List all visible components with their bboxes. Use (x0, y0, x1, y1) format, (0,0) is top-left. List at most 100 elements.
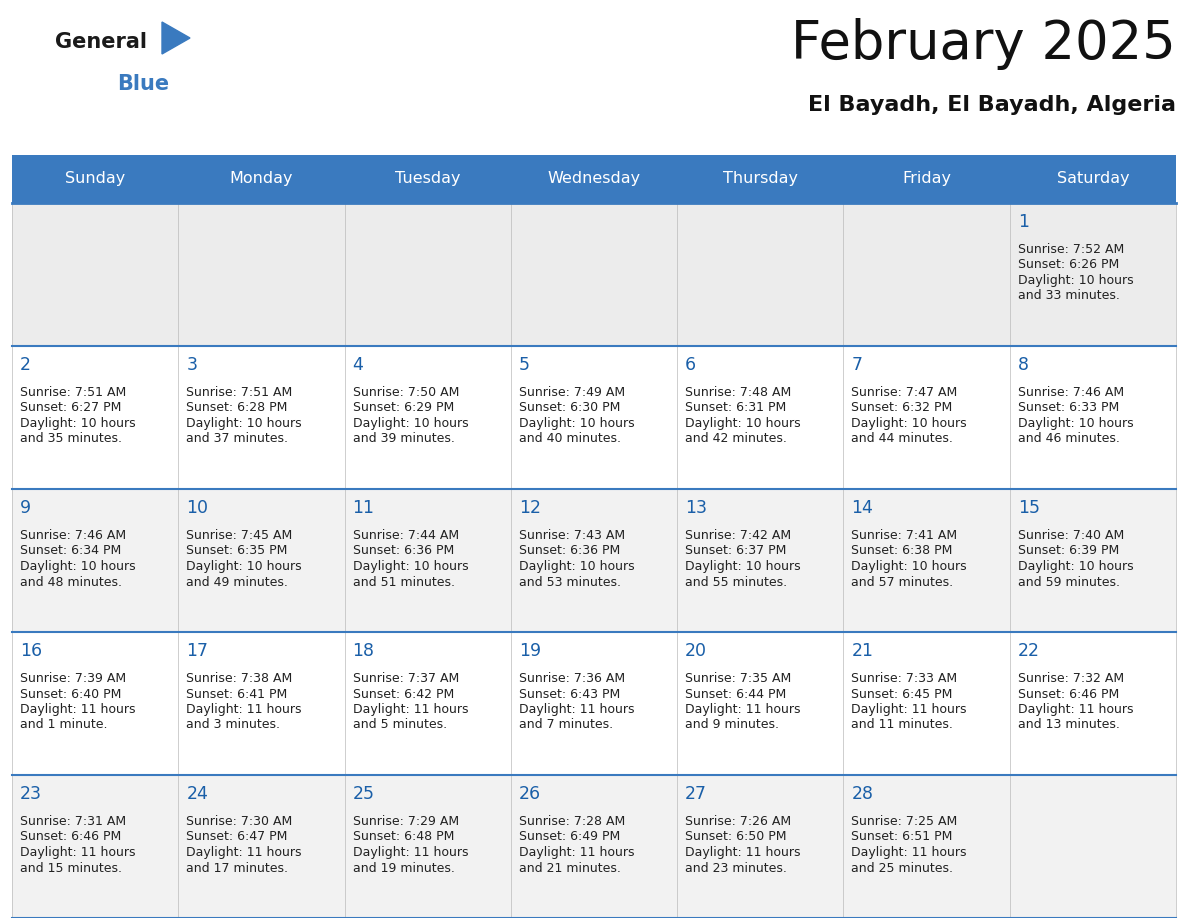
Text: Sunset: 6:47 PM: Sunset: 6:47 PM (187, 831, 287, 844)
Text: Sunrise: 7:46 AM: Sunrise: 7:46 AM (1018, 386, 1124, 399)
Text: Saturday: Saturday (1056, 172, 1129, 186)
Text: and 46 minutes.: and 46 minutes. (1018, 432, 1119, 445)
Text: Sunset: 6:36 PM: Sunset: 6:36 PM (519, 544, 620, 557)
Text: Tuesday: Tuesday (394, 172, 461, 186)
Text: 7: 7 (852, 356, 862, 374)
Text: 24: 24 (187, 785, 208, 803)
Text: 17: 17 (187, 642, 208, 660)
Text: 18: 18 (353, 642, 374, 660)
Text: 6: 6 (685, 356, 696, 374)
Text: 19: 19 (519, 642, 541, 660)
Text: Daylight: 11 hours: Daylight: 11 hours (20, 703, 135, 716)
Text: Sunset: 6:38 PM: Sunset: 6:38 PM (852, 544, 953, 557)
Text: Sunset: 6:29 PM: Sunset: 6:29 PM (353, 401, 454, 415)
Text: General: General (55, 32, 147, 52)
Text: and 53 minutes.: and 53 minutes. (519, 576, 621, 588)
Text: Sunrise: 7:26 AM: Sunrise: 7:26 AM (685, 815, 791, 828)
Text: Daylight: 10 hours: Daylight: 10 hours (685, 417, 801, 430)
Text: and 11 minutes.: and 11 minutes. (852, 719, 953, 732)
Text: and 15 minutes.: and 15 minutes. (20, 861, 122, 875)
Text: Daylight: 11 hours: Daylight: 11 hours (685, 846, 801, 859)
Text: and 1 minute.: and 1 minute. (20, 719, 107, 732)
Text: Sunset: 6:28 PM: Sunset: 6:28 PM (187, 401, 287, 415)
Text: Sunrise: 7:37 AM: Sunrise: 7:37 AM (353, 672, 459, 685)
Text: and 5 minutes.: and 5 minutes. (353, 719, 447, 732)
Text: 28: 28 (852, 785, 873, 803)
Text: and 3 minutes.: and 3 minutes. (187, 719, 280, 732)
Text: and 40 minutes.: and 40 minutes. (519, 432, 621, 445)
Text: and 37 minutes.: and 37 minutes. (187, 432, 289, 445)
Text: 26: 26 (519, 785, 541, 803)
Text: Sunset: 6:39 PM: Sunset: 6:39 PM (1018, 544, 1119, 557)
Text: 2: 2 (20, 356, 31, 374)
Text: Daylight: 10 hours: Daylight: 10 hours (20, 560, 135, 573)
Text: 4: 4 (353, 356, 364, 374)
Text: and 42 minutes.: and 42 minutes. (685, 432, 786, 445)
Text: Sunset: 6:31 PM: Sunset: 6:31 PM (685, 401, 786, 415)
Text: Sunrise: 7:48 AM: Sunrise: 7:48 AM (685, 386, 791, 399)
Text: Sunset: 6:44 PM: Sunset: 6:44 PM (685, 688, 786, 700)
Text: Daylight: 11 hours: Daylight: 11 hours (852, 703, 967, 716)
Text: Wednesday: Wednesday (548, 172, 640, 186)
Text: Sunset: 6:50 PM: Sunset: 6:50 PM (685, 831, 786, 844)
Text: Sunrise: 7:28 AM: Sunrise: 7:28 AM (519, 815, 625, 828)
Text: Sunset: 6:48 PM: Sunset: 6:48 PM (353, 831, 454, 844)
Text: Sunrise: 7:42 AM: Sunrise: 7:42 AM (685, 529, 791, 542)
Text: 20: 20 (685, 642, 707, 660)
Text: Daylight: 11 hours: Daylight: 11 hours (1018, 703, 1133, 716)
Text: Daylight: 10 hours: Daylight: 10 hours (353, 417, 468, 430)
Text: Sunset: 6:36 PM: Sunset: 6:36 PM (353, 544, 454, 557)
Text: 21: 21 (852, 642, 873, 660)
Text: Sunset: 6:30 PM: Sunset: 6:30 PM (519, 401, 620, 415)
Text: Sunrise: 7:38 AM: Sunrise: 7:38 AM (187, 672, 292, 685)
Text: Sunrise: 7:41 AM: Sunrise: 7:41 AM (852, 529, 958, 542)
Text: Friday: Friday (902, 172, 952, 186)
Text: and 9 minutes.: and 9 minutes. (685, 719, 779, 732)
Text: Daylight: 10 hours: Daylight: 10 hours (187, 560, 302, 573)
Text: Monday: Monday (229, 172, 293, 186)
Text: Sunset: 6:42 PM: Sunset: 6:42 PM (353, 688, 454, 700)
Text: Sunset: 6:27 PM: Sunset: 6:27 PM (20, 401, 121, 415)
Text: Thursday: Thursday (722, 172, 798, 186)
Text: Sunrise: 7:49 AM: Sunrise: 7:49 AM (519, 386, 625, 399)
Text: Sunset: 6:33 PM: Sunset: 6:33 PM (1018, 401, 1119, 415)
Bar (12, 775, 1176, 918)
Text: Daylight: 10 hours: Daylight: 10 hours (685, 560, 801, 573)
Bar (12, 155, 1176, 203)
Text: Sunrise: 7:33 AM: Sunrise: 7:33 AM (852, 672, 958, 685)
Text: and 49 minutes.: and 49 minutes. (187, 576, 289, 588)
Text: Daylight: 11 hours: Daylight: 11 hours (685, 703, 801, 716)
Text: Sunrise: 7:35 AM: Sunrise: 7:35 AM (685, 672, 791, 685)
Text: February 2025: February 2025 (791, 18, 1176, 70)
Text: Daylight: 11 hours: Daylight: 11 hours (519, 846, 634, 859)
Text: and 59 minutes.: and 59 minutes. (1018, 576, 1120, 588)
Text: Sunrise: 7:47 AM: Sunrise: 7:47 AM (852, 386, 958, 399)
Text: Blue: Blue (116, 74, 169, 94)
Text: and 55 minutes.: and 55 minutes. (685, 576, 788, 588)
Text: 23: 23 (20, 785, 42, 803)
Text: Daylight: 10 hours: Daylight: 10 hours (1018, 417, 1133, 430)
Text: 10: 10 (187, 499, 208, 517)
Text: 3: 3 (187, 356, 197, 374)
Text: 9: 9 (20, 499, 31, 517)
Text: Sunset: 6:43 PM: Sunset: 6:43 PM (519, 688, 620, 700)
Text: Sunset: 6:41 PM: Sunset: 6:41 PM (187, 688, 287, 700)
Text: Daylight: 10 hours: Daylight: 10 hours (519, 560, 634, 573)
Text: Sunset: 6:45 PM: Sunset: 6:45 PM (852, 688, 953, 700)
Text: Daylight: 10 hours: Daylight: 10 hours (1018, 560, 1133, 573)
Text: Daylight: 10 hours: Daylight: 10 hours (1018, 274, 1133, 287)
Text: Daylight: 11 hours: Daylight: 11 hours (20, 846, 135, 859)
Text: Sunset: 6:49 PM: Sunset: 6:49 PM (519, 831, 620, 844)
Bar (12, 346, 1176, 489)
Text: 12: 12 (519, 499, 541, 517)
Text: Daylight: 11 hours: Daylight: 11 hours (187, 846, 302, 859)
Text: and 39 minutes.: and 39 minutes. (353, 432, 455, 445)
Text: Sunset: 6:51 PM: Sunset: 6:51 PM (852, 831, 953, 844)
Text: Sunday: Sunday (65, 172, 125, 186)
Text: Sunset: 6:37 PM: Sunset: 6:37 PM (685, 544, 786, 557)
Text: and 13 minutes.: and 13 minutes. (1018, 719, 1119, 732)
Text: 27: 27 (685, 785, 707, 803)
Text: Daylight: 10 hours: Daylight: 10 hours (852, 417, 967, 430)
Text: Sunset: 6:34 PM: Sunset: 6:34 PM (20, 544, 121, 557)
Text: Sunrise: 7:52 AM: Sunrise: 7:52 AM (1018, 243, 1124, 256)
